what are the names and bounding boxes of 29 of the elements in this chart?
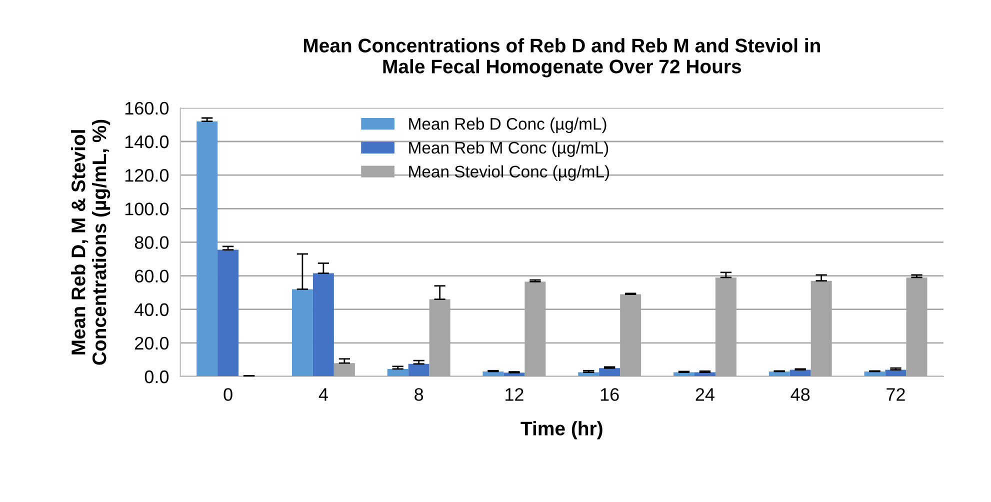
y-tick-label: 120.0 [125, 169, 169, 182]
x-axis-title: Time (hr) [520, 421, 602, 440]
y-tick-label: 80.0 [134, 236, 169, 249]
legend-label: Mean Reb D Conc (µg/mL) [409, 118, 606, 134]
x-tick-label: 16 [600, 388, 619, 401]
y-axis-title: Mean Reb D, M & Steviol Concentrations (µg/mL, %) [71, 120, 110, 365]
y-tick-label: 100.0 [125, 202, 169, 216]
bar [292, 289, 313, 376]
legend-label: Mean Reb M Conc (µg/mL) [409, 141, 608, 157]
bar [334, 363, 355, 376]
bar [196, 121, 218, 376]
x-tick-label: 4 [318, 388, 328, 401]
x-tick-label: 0 [224, 388, 232, 401]
x-tick-label: 48 [790, 388, 810, 401]
y-tick-label: 0.0 [144, 370, 169, 384]
legend-label: Mean Steviol Conc (µg/mL) [409, 165, 610, 181]
bar [408, 364, 430, 376]
x-tick-label: 72 [886, 388, 905, 401]
y-tick-label: 140.0 [125, 135, 169, 148]
y-tick-label: 160.0 [125, 102, 169, 115]
chart-title: Mean Concentrations of Reb D and Reb M and Steviol in Male Fecal Homogenate Over 72 Hours [304, 38, 820, 78]
bar [312, 273, 334, 376]
y-tick-label: 60.0 [135, 270, 169, 283]
x-tick-label: 12 [506, 388, 524, 401]
x-tick-label: 24 [696, 388, 714, 401]
bar [218, 250, 239, 376]
y-tick-label: 40.0 [134, 303, 169, 316]
y-tick-label: 20.0 [135, 336, 169, 350]
x-tick-label: 8 [414, 388, 424, 401]
